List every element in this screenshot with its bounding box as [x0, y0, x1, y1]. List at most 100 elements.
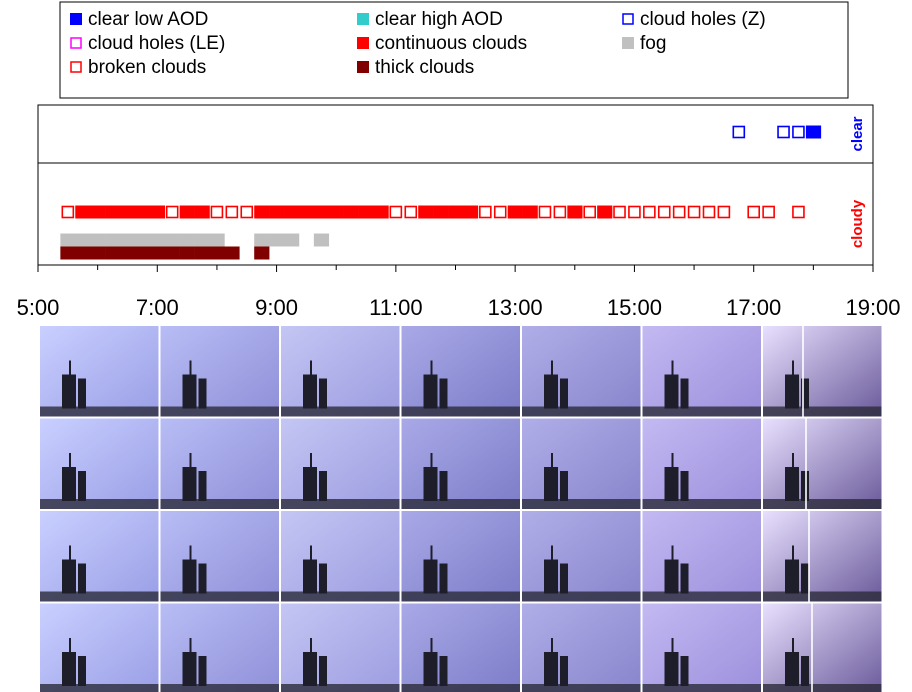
marker [313, 233, 330, 247]
x-tick-label: 5:00 [17, 295, 60, 320]
marker [134, 233, 151, 247]
legend-marker [622, 37, 634, 49]
image-ground [281, 591, 400, 602]
marker [493, 205, 507, 219]
image-ground [40, 406, 159, 417]
image-instrument [198, 471, 207, 501]
marker [358, 205, 374, 219]
marker [254, 205, 270, 219]
image-ground [160, 684, 279, 692]
image-instrument [680, 378, 689, 409]
marker [507, 205, 523, 219]
marker [90, 205, 106, 219]
marker [343, 205, 359, 219]
x-tick-label: 15:00 [607, 295, 662, 320]
marker [60, 233, 76, 247]
camera-image [401, 418, 520, 509]
legend-label: continuous clouds [375, 33, 527, 54]
row-label: clear [849, 116, 866, 151]
x-tick-label: 7:00 [136, 295, 179, 320]
camera-image [281, 511, 400, 602]
camera-image [160, 603, 279, 692]
marker [418, 205, 434, 219]
image-ground [401, 499, 520, 509]
marker [777, 125, 790, 139]
camera-image [281, 326, 400, 417]
image-instrument [78, 471, 86, 501]
marker [105, 246, 121, 260]
marker [404, 205, 418, 219]
image-ground [160, 591, 279, 602]
marker [105, 205, 121, 219]
image-instrument [319, 471, 327, 501]
marker [373, 205, 389, 219]
image-ground [522, 499, 641, 509]
marker [149, 233, 166, 247]
image-ground [401, 591, 520, 602]
image-instrument [439, 563, 448, 594]
legend-label: broken clouds [88, 57, 206, 78]
legend-marker [357, 13, 369, 25]
legend-label: cloud holes (LE) [88, 33, 225, 54]
marker [567, 205, 583, 219]
camera-image [642, 511, 761, 602]
marker [120, 233, 136, 247]
marker [479, 205, 492, 219]
image-ground [642, 499, 761, 509]
marker [433, 205, 449, 219]
marker [597, 205, 613, 219]
marker [583, 205, 596, 219]
marker [313, 205, 330, 219]
marker [717, 205, 731, 219]
camera-image [642, 603, 761, 692]
image-instrument [319, 378, 327, 409]
marker [792, 125, 805, 139]
marker [269, 205, 285, 219]
image-ground [522, 406, 641, 417]
image-ground [160, 406, 279, 417]
image-ground [401, 406, 520, 417]
marker [792, 205, 805, 219]
marker [762, 205, 775, 219]
legend-label: cloud holes (Z) [640, 9, 766, 30]
marker [448, 205, 464, 219]
marker [284, 205, 300, 219]
image-instrument [198, 656, 207, 686]
image-instrument [439, 378, 448, 409]
image-ground [40, 499, 159, 509]
legend-label: clear high AOD [375, 9, 503, 30]
marker [687, 205, 701, 219]
marker [254, 246, 270, 260]
image-ground [281, 684, 400, 692]
marker [90, 246, 106, 260]
camera-image [642, 418, 761, 509]
image-instrument [198, 378, 207, 409]
legend-marker [70, 13, 82, 25]
image-instrument [801, 378, 809, 409]
legend-label: fog [640, 33, 666, 54]
marker [209, 246, 225, 260]
image-ground [160, 499, 279, 509]
legend-marker [70, 37, 82, 49]
image-ground [40, 591, 159, 602]
marker [702, 205, 716, 219]
camera-image [281, 603, 400, 692]
image-instrument [198, 563, 207, 594]
marker [134, 246, 151, 260]
camera-image [763, 418, 882, 509]
camera-image [522, 326, 641, 417]
marker [628, 205, 641, 219]
marker [179, 246, 195, 260]
marker [194, 233, 210, 247]
marker [672, 205, 686, 219]
marker [179, 233, 195, 247]
image-instrument [439, 471, 448, 501]
image-instrument [560, 563, 568, 594]
marker [613, 205, 626, 219]
marker [75, 246, 91, 260]
image-ground [763, 591, 882, 602]
image-ground [642, 684, 761, 692]
image-instrument [319, 563, 327, 594]
